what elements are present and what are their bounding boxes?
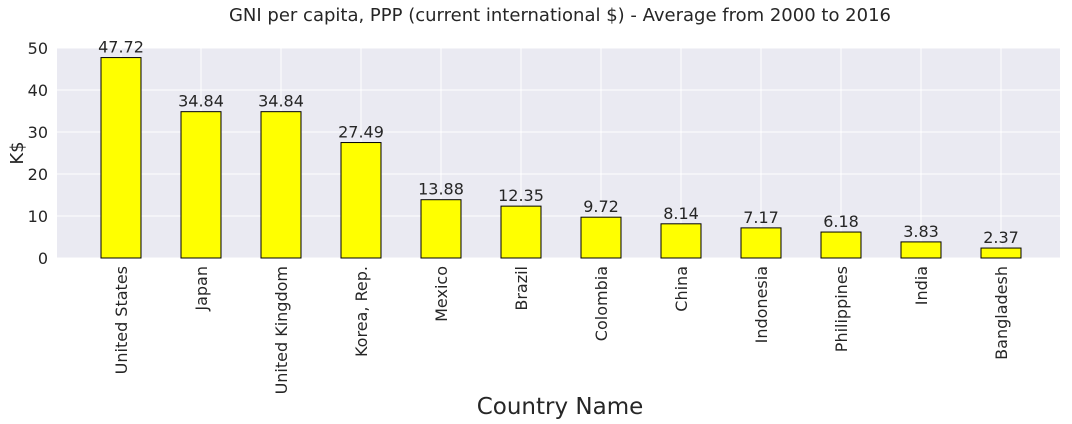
x-tick-label-indonesia: Indonesia — [752, 266, 771, 343]
x-tick-label-united-kingdom: United Kingdom — [272, 266, 291, 394]
bar-korea-rep — [340, 142, 382, 259]
chart-title: GNI per capita, PPP (current internation… — [229, 5, 891, 26]
x-tick-label-philippines: Philippines — [832, 266, 851, 352]
x-tick-label-india: India — [912, 266, 931, 305]
y-tick-label: 20 — [28, 165, 48, 184]
bar-indonesia — [740, 227, 782, 259]
data-label-united-states: 47.72 — [98, 38, 144, 57]
x-tick-label-china: China — [672, 266, 691, 312]
y-axis-ticks: 0 10 20 30 40 50 — [28, 39, 48, 268]
bar-mexico — [420, 199, 462, 259]
y-tick-label: 30 — [28, 123, 48, 142]
bar-brazil — [500, 205, 542, 259]
x-tick-label-brazil: Brazil — [512, 266, 531, 311]
x-tick-label-colombia: Colombia — [592, 266, 611, 341]
data-label-colombia: 9.72 — [583, 197, 619, 216]
bar-united-kingdom — [260, 111, 302, 259]
y-tick-label: 0 — [38, 249, 48, 268]
bar-bangladesh — [980, 247, 1022, 259]
x-tick-label-united-states: United States — [112, 266, 131, 374]
x-axis-label: Country Name — [477, 394, 644, 420]
bar-united-states — [100, 57, 142, 259]
x-tick-label-mexico: Mexico — [432, 266, 451, 322]
x-tick-label-japan: Japan — [192, 266, 211, 312]
data-label-china: 8.14 — [663, 204, 699, 223]
bar-colombia — [580, 216, 622, 259]
bar-philippines — [820, 231, 862, 259]
x-tick-label-bangladesh: Bangladesh — [992, 266, 1011, 360]
data-label-japan: 34.84 — [178, 92, 224, 111]
data-labels: 47.72 34.84 34.84 27.49 13.88 12.35 9.72 8.14 7.… — [98, 38, 1019, 247]
y-tick-label: 50 — [28, 39, 48, 58]
bars — [100, 57, 1022, 259]
data-label-philippines: 6.18 — [823, 212, 859, 231]
y-axis-label: K$ — [7, 141, 28, 164]
x-tick-label-korea-rep: Korea, Rep. — [352, 266, 371, 357]
data-label-united-kingdom: 34.84 — [258, 92, 304, 111]
bar-india — [900, 241, 942, 259]
data-label-mexico: 13.88 — [418, 180, 464, 199]
bar-japan — [180, 111, 222, 259]
data-label-brazil: 12.35 — [498, 186, 544, 205]
plot-area — [57, 48, 1060, 258]
data-label-korea-rep: 27.49 — [338, 123, 384, 142]
x-axis-ticks: United States Japan United Kingdom Korea, R… — [112, 266, 1011, 394]
bar-china — [660, 223, 702, 259]
y-tick-label: 10 — [28, 207, 48, 226]
y-tick-label: 40 — [28, 81, 48, 100]
data-label-bangladesh: 2.37 — [983, 228, 1019, 247]
data-label-india: 3.83 — [903, 222, 939, 241]
data-label-indonesia: 7.17 — [743, 208, 779, 227]
